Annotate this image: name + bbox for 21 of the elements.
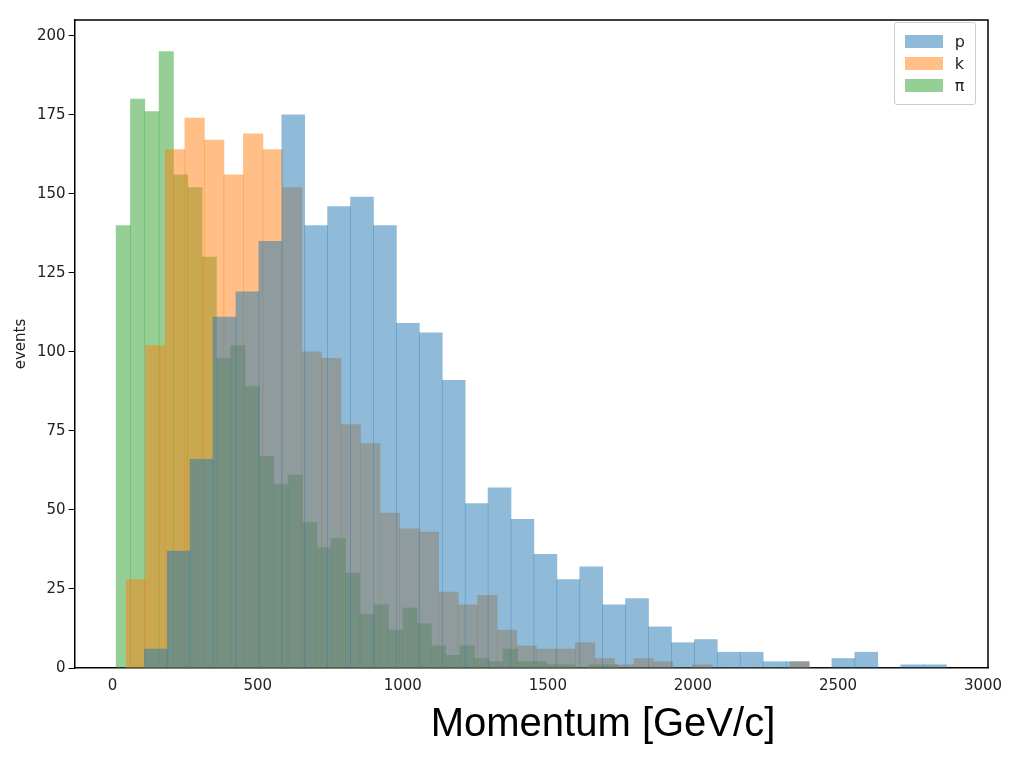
y-tick-label: 175 (36, 104, 66, 123)
y-tick-label: 25 (46, 578, 66, 597)
y-axis-title: events (10, 318, 29, 370)
x-tick-label: 2500 (818, 675, 858, 694)
x-tick-label: 2000 (673, 675, 713, 694)
x-tick-label: 3000 (963, 675, 1003, 694)
y-tick-label: 50 (46, 499, 66, 518)
x-tick-label: 1000 (383, 675, 422, 694)
legend-label: p (954, 32, 965, 51)
legend-label: k (954, 54, 965, 73)
y-tick-label: 100 (36, 341, 66, 360)
x-tick-label: 500 (243, 675, 273, 694)
y-tick-label: 0 (56, 657, 66, 676)
x-axis-title: Momentum [GeV/c] (429, 700, 777, 745)
y-tick-label: 75 (46, 420, 66, 439)
y-tick-label: 200 (36, 25, 66, 44)
y-tick-label: 125 (36, 262, 66, 281)
x-tick-label: 1500 (528, 675, 567, 694)
y-tick-label: 150 (36, 183, 66, 202)
x-tick-label: 0 (107, 675, 118, 694)
legend-label: π (954, 76, 965, 95)
